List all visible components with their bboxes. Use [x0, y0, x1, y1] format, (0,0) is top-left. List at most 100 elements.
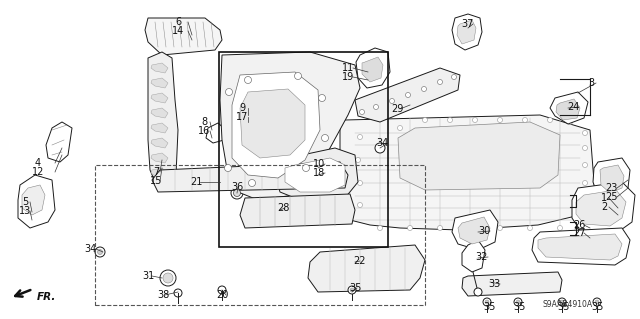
Text: 35: 35: [557, 302, 569, 312]
Circle shape: [294, 72, 301, 79]
Text: 22: 22: [354, 256, 366, 266]
Polygon shape: [356, 48, 390, 88]
Polygon shape: [151, 123, 168, 133]
Circle shape: [582, 197, 588, 203]
Polygon shape: [151, 63, 168, 73]
Text: 2: 2: [601, 202, 607, 212]
Text: 26: 26: [573, 220, 585, 230]
Text: 17: 17: [236, 112, 248, 122]
Text: 15: 15: [150, 176, 162, 186]
Polygon shape: [550, 92, 588, 124]
Circle shape: [163, 273, 173, 283]
Circle shape: [483, 298, 491, 306]
Circle shape: [358, 181, 362, 186]
Text: FR.: FR.: [37, 292, 56, 302]
Circle shape: [348, 286, 356, 294]
Circle shape: [160, 270, 176, 286]
Polygon shape: [340, 115, 595, 230]
Polygon shape: [151, 153, 168, 163]
Bar: [219, 52, 388, 247]
Text: 11: 11: [342, 63, 354, 73]
Polygon shape: [151, 168, 168, 178]
Polygon shape: [600, 165, 624, 193]
Polygon shape: [46, 122, 72, 162]
Text: 35: 35: [592, 302, 604, 312]
Text: 31: 31: [142, 271, 154, 281]
Text: 4: 4: [35, 158, 41, 168]
Text: 35: 35: [513, 302, 525, 312]
Polygon shape: [576, 190, 626, 226]
Text: 7: 7: [153, 167, 159, 177]
Text: 16: 16: [198, 126, 210, 136]
Text: 23: 23: [605, 183, 617, 193]
Text: 32: 32: [476, 252, 488, 262]
Circle shape: [218, 286, 226, 294]
Polygon shape: [18, 175, 55, 228]
Text: 13: 13: [19, 206, 31, 216]
Circle shape: [558, 298, 566, 306]
Circle shape: [358, 203, 362, 207]
Polygon shape: [355, 68, 460, 122]
Polygon shape: [452, 14, 482, 50]
Text: 21: 21: [190, 177, 202, 187]
Polygon shape: [152, 162, 348, 192]
Circle shape: [582, 181, 588, 186]
Bar: [95, 165, 425, 305]
Circle shape: [375, 143, 385, 153]
Circle shape: [438, 226, 442, 231]
Polygon shape: [240, 89, 305, 158]
Circle shape: [522, 117, 527, 122]
Text: 36: 36: [231, 182, 243, 192]
Polygon shape: [593, 158, 630, 198]
Polygon shape: [151, 108, 168, 118]
Circle shape: [374, 105, 378, 109]
Circle shape: [95, 247, 105, 257]
Circle shape: [422, 86, 426, 92]
Text: 9: 9: [239, 103, 245, 113]
Circle shape: [378, 226, 383, 231]
Text: 35: 35: [349, 283, 361, 293]
Text: 8: 8: [201, 117, 207, 127]
Polygon shape: [285, 158, 345, 192]
Text: 20: 20: [216, 290, 228, 300]
Circle shape: [472, 117, 477, 122]
Circle shape: [319, 94, 326, 101]
Polygon shape: [151, 138, 168, 148]
Text: 10: 10: [313, 159, 325, 169]
Circle shape: [350, 288, 354, 292]
Circle shape: [360, 109, 365, 115]
Circle shape: [231, 187, 243, 199]
Circle shape: [234, 189, 241, 197]
Polygon shape: [532, 228, 630, 265]
Text: 27: 27: [573, 228, 585, 238]
Circle shape: [593, 298, 601, 306]
Circle shape: [582, 162, 588, 167]
Circle shape: [560, 300, 564, 304]
Text: 34: 34: [376, 138, 388, 148]
Circle shape: [451, 75, 456, 79]
Polygon shape: [538, 234, 622, 260]
Polygon shape: [220, 52, 360, 200]
Text: 1: 1: [601, 193, 607, 203]
Text: 3: 3: [588, 78, 594, 88]
Text: 34: 34: [84, 244, 96, 254]
Circle shape: [568, 120, 573, 124]
Polygon shape: [151, 93, 168, 103]
Text: 5: 5: [22, 197, 28, 207]
Polygon shape: [145, 18, 222, 55]
Circle shape: [557, 226, 563, 231]
Circle shape: [497, 226, 502, 231]
Polygon shape: [398, 122, 560, 190]
Circle shape: [174, 289, 182, 297]
Circle shape: [485, 300, 489, 304]
Text: 37: 37: [462, 19, 474, 29]
Polygon shape: [151, 78, 168, 88]
Circle shape: [497, 117, 502, 122]
Text: 18: 18: [313, 168, 325, 178]
Text: 28: 28: [277, 203, 289, 213]
Text: 38: 38: [157, 290, 169, 300]
Text: 14: 14: [172, 26, 184, 36]
Circle shape: [582, 130, 588, 136]
Text: 29: 29: [391, 104, 403, 114]
Polygon shape: [572, 182, 635, 232]
